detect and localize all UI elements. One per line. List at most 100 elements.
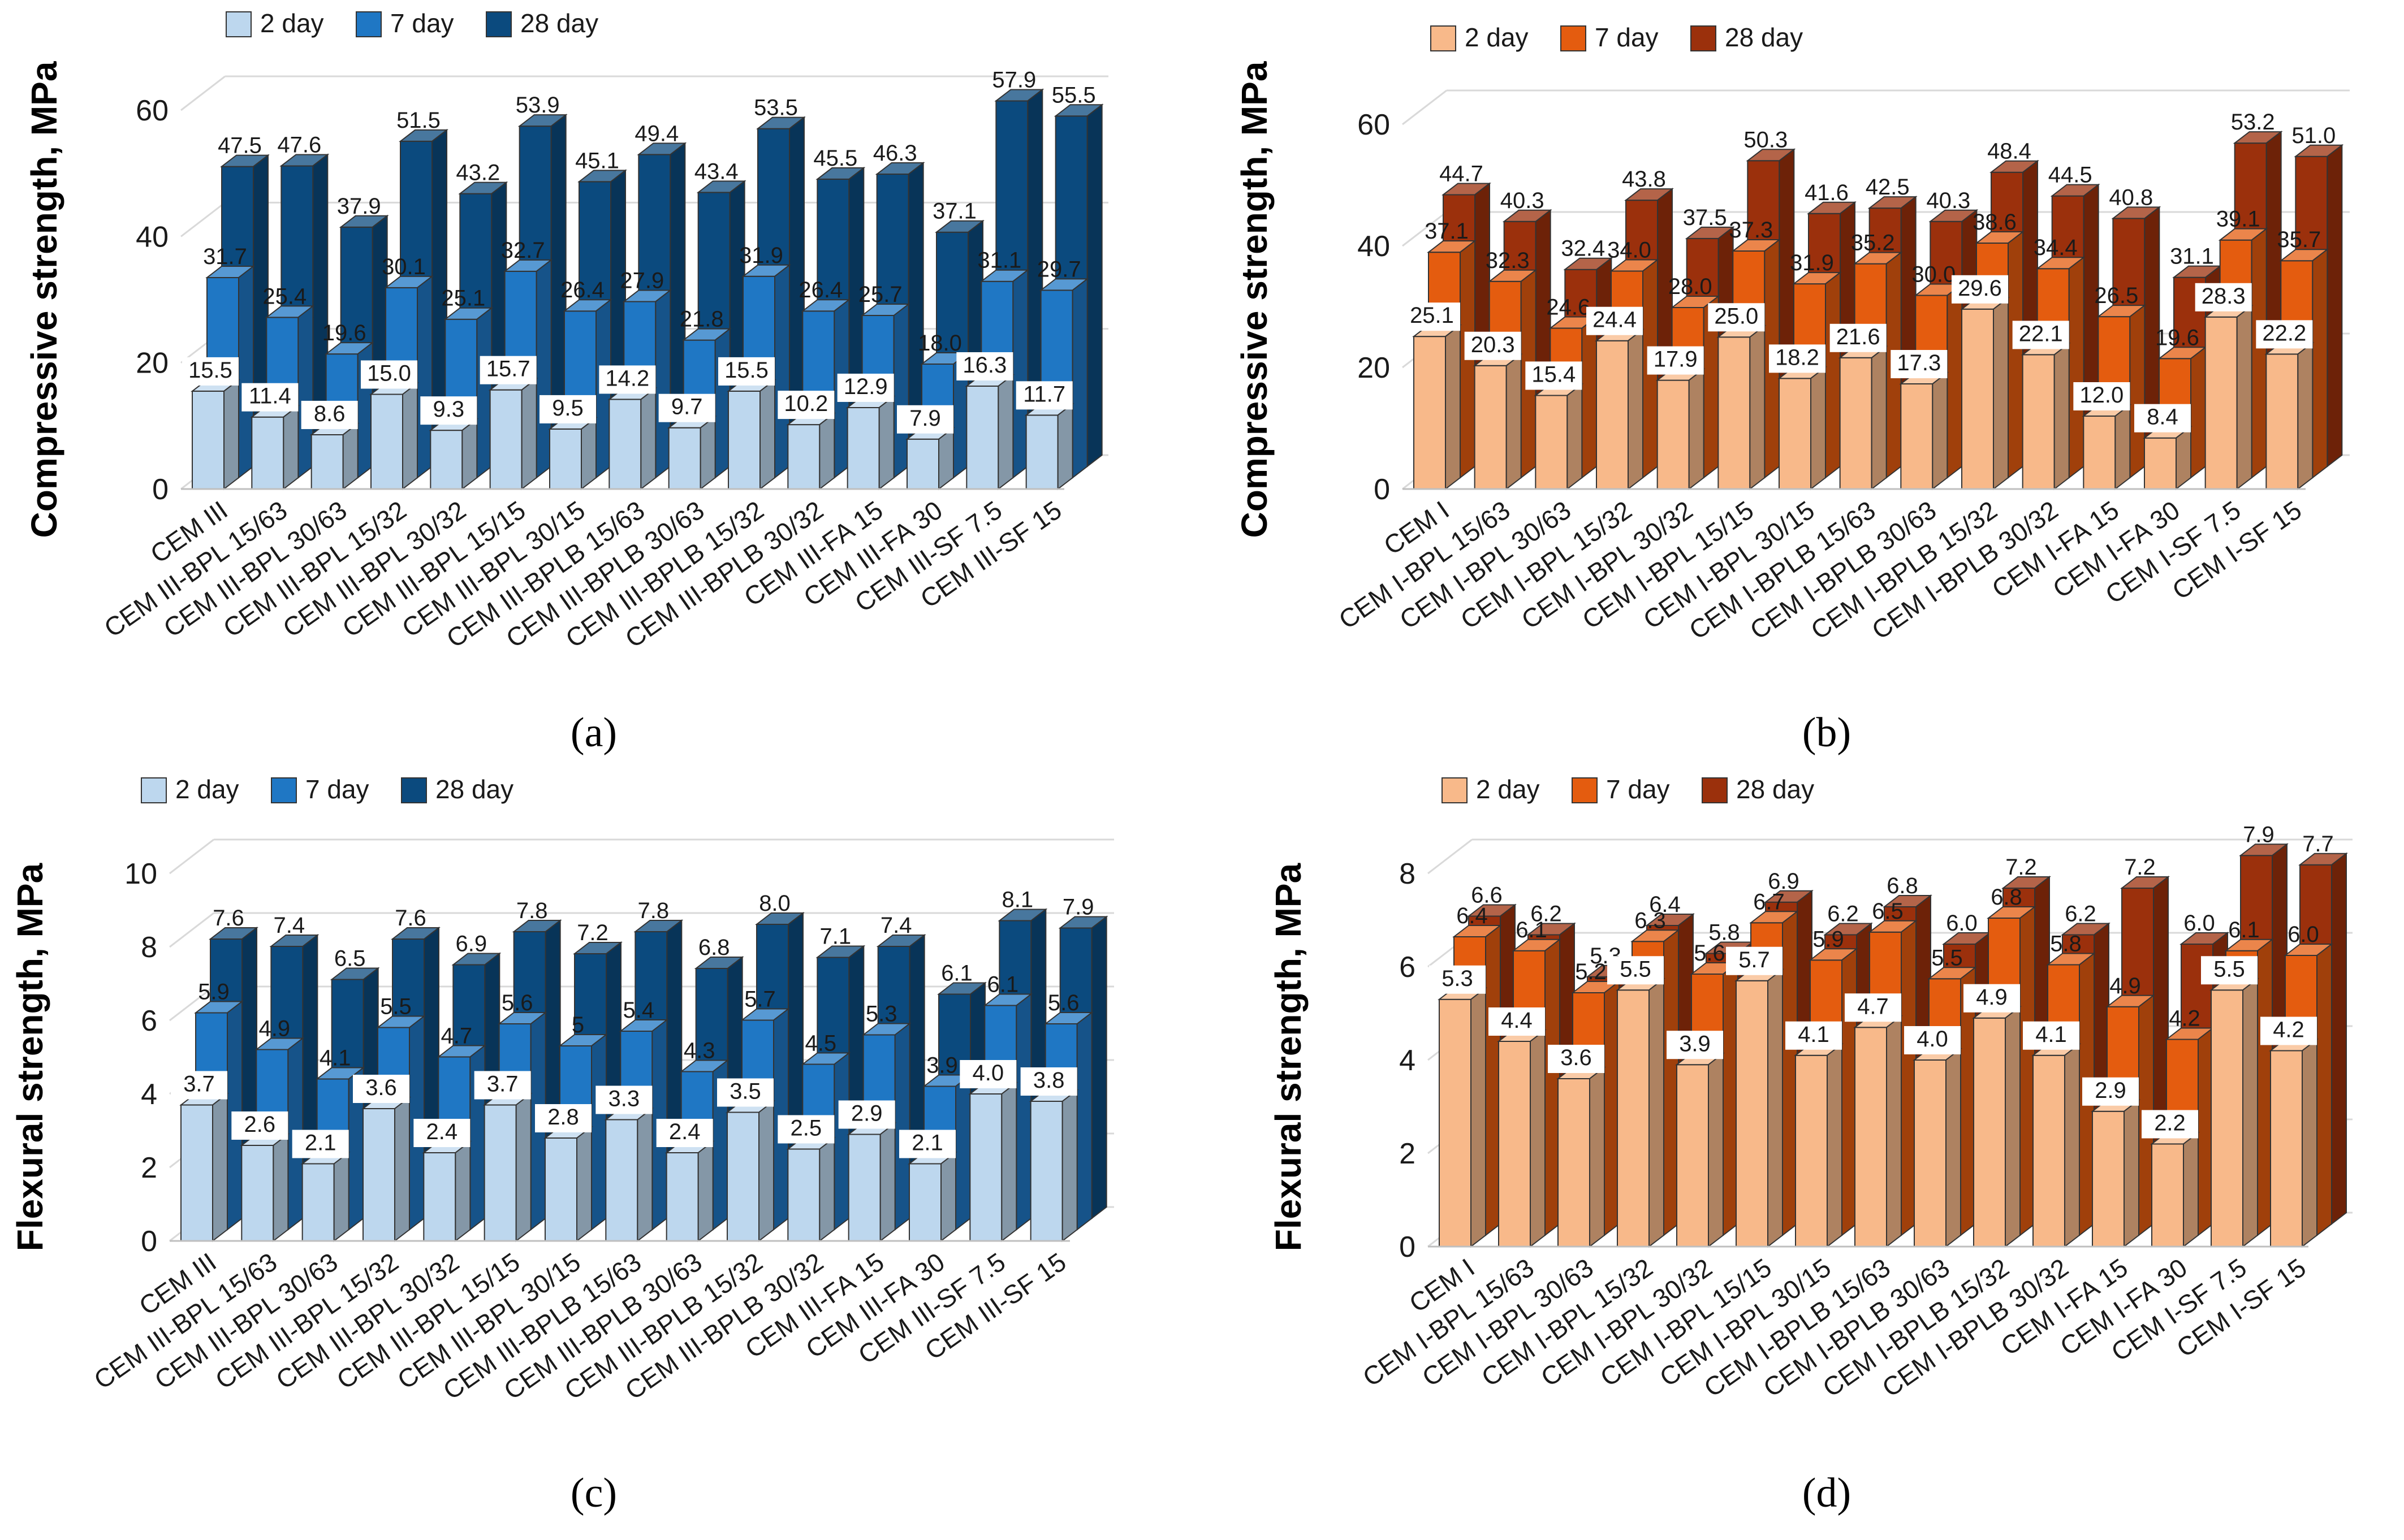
bar-front <box>1736 980 1768 1247</box>
data-label: 5.5 <box>1620 957 1651 981</box>
data-label: 35.2 <box>1851 231 1895 256</box>
data-label: 4.3 <box>684 1039 715 1063</box>
data-label: 37.3 <box>1729 218 1773 243</box>
bar-d-s0: 4.0 <box>1904 1026 1962 1248</box>
bar-front <box>241 1145 274 1241</box>
y-tick-label: 4 <box>1399 1044 1415 1077</box>
data-label: 2.9 <box>851 1101 883 1126</box>
data-label-box <box>353 1075 409 1103</box>
bar-side <box>697 1140 714 1243</box>
bar-c-s0: 2.1 <box>899 1130 957 1243</box>
data-label: 9.3 <box>433 397 465 422</box>
bar-side <box>576 1125 592 1243</box>
bar-a-s0: 10.2 <box>778 391 836 491</box>
y-tick-label: 0 <box>152 473 169 506</box>
legend-swatch <box>271 777 297 803</box>
legend-swatch <box>1572 777 1598 803</box>
data-label-box <box>2012 321 2069 349</box>
data-label: 55.5 <box>1052 83 1096 107</box>
data-label: 5.9 <box>198 980 230 1005</box>
data-label: 5.6 <box>1694 941 1725 966</box>
data-label: 4.9 <box>2109 974 2141 998</box>
data-label: 8.6 <box>314 401 346 426</box>
data-label: 15.4 <box>1531 362 1576 387</box>
data-label: 15.5 <box>724 358 769 383</box>
data-label: 6.8 <box>698 935 730 960</box>
bar-front <box>1596 340 1629 490</box>
data-label: 8.0 <box>759 891 791 916</box>
bar-front <box>1474 365 1507 490</box>
bar-c-s0: 2.9 <box>838 1100 897 1243</box>
data-label-box <box>960 1060 1017 1088</box>
data-label: 3.7 <box>487 1072 519 1097</box>
data-label: 5.3 <box>866 1002 897 1027</box>
bar-front <box>1535 395 1568 490</box>
bar-c-s0: 2.4 <box>413 1119 472 1243</box>
y-tick-label: 20 <box>136 347 169 380</box>
bar-a-s0: 9.7 <box>658 393 717 491</box>
data-label: 30.1 <box>382 254 426 279</box>
legend-swatch <box>356 11 382 37</box>
bar-side <box>1505 353 1522 491</box>
bar-c-s0: 4.0 <box>960 1060 1018 1243</box>
y-tick-label: 2 <box>141 1152 157 1184</box>
bar-b-s0: 22.1 <box>2012 321 2071 491</box>
data-label: 6.0 <box>1946 911 1978 936</box>
data-label: 5.7 <box>744 987 776 1012</box>
data-label-box <box>1020 1067 1077 1096</box>
y-tick-label: 60 <box>136 94 169 127</box>
bar-front <box>787 424 821 490</box>
bar-side <box>878 395 895 491</box>
bar-side <box>1566 383 1583 491</box>
data-label: 10.2 <box>784 391 828 416</box>
bar-d-s0: 4.9 <box>1963 984 2022 1248</box>
data-label: 26.4 <box>560 278 605 302</box>
data-label: 57.9 <box>992 67 1036 92</box>
data-label: 18.0 <box>918 331 962 356</box>
bar-b-s0: 22.2 <box>2256 320 2315 491</box>
data-label-box <box>535 1104 592 1132</box>
data-label: 28.0 <box>1668 274 1712 299</box>
bar-side <box>461 418 478 491</box>
bar-front <box>301 1163 335 1241</box>
bar-side <box>2316 942 2332 1237</box>
bar-side <box>515 1092 532 1243</box>
bar-front <box>787 1148 821 1241</box>
bar-front <box>2083 416 2116 490</box>
bar-a-s0: 15.5 <box>718 357 776 491</box>
data-label: 5.4 <box>623 998 655 1023</box>
data-label: 5.9 <box>1812 927 1844 951</box>
bar-front <box>1439 998 1471 1247</box>
legend-swatch <box>1430 25 1456 51</box>
data-label: 12.9 <box>844 374 888 399</box>
data-label-box <box>2023 1021 2079 1050</box>
bar-a-s0: 15.0 <box>361 360 419 491</box>
bar-front <box>2032 1054 2065 1247</box>
data-label: 6.4 <box>1649 892 1681 917</box>
data-label: 7.4 <box>881 913 912 938</box>
data-label: 7.2 <box>2005 855 2037 880</box>
bar-side <box>2064 1042 2080 1248</box>
bar-front <box>362 1108 395 1241</box>
data-label: 4.0 <box>973 1061 1004 1085</box>
bar-front <box>2144 437 2177 490</box>
data-label-box <box>778 391 835 419</box>
data-label: 6.2 <box>2065 902 2096 927</box>
data-label-box <box>1647 346 1704 375</box>
panel-label: (c) <box>571 1470 617 1516</box>
data-label-box <box>241 383 299 412</box>
data-label: 37.5 <box>1683 205 1727 230</box>
data-label-box <box>480 356 537 384</box>
bar-c-s0: 3.8 <box>1020 1067 1079 1243</box>
y-tick-label: 2 <box>1399 1137 1415 1170</box>
chart-panel-d: 0 2 4 6 8 Flexural strength, MPa 6.6 6.2 5.3 6.4 5… <box>1268 775 2353 1516</box>
data-label-box <box>1829 323 1887 352</box>
bar-side <box>2242 977 2258 1248</box>
bar-side <box>774 263 790 479</box>
data-label-box <box>1016 381 1073 410</box>
data-label: 14.2 <box>605 366 649 391</box>
chart-panel-a: 0 20 40 60 Compressive strength, MPa 47.5 47.6… <box>24 8 1108 756</box>
data-label: 9.5 <box>552 396 584 421</box>
data-label: 4.1 <box>1798 1022 1829 1047</box>
